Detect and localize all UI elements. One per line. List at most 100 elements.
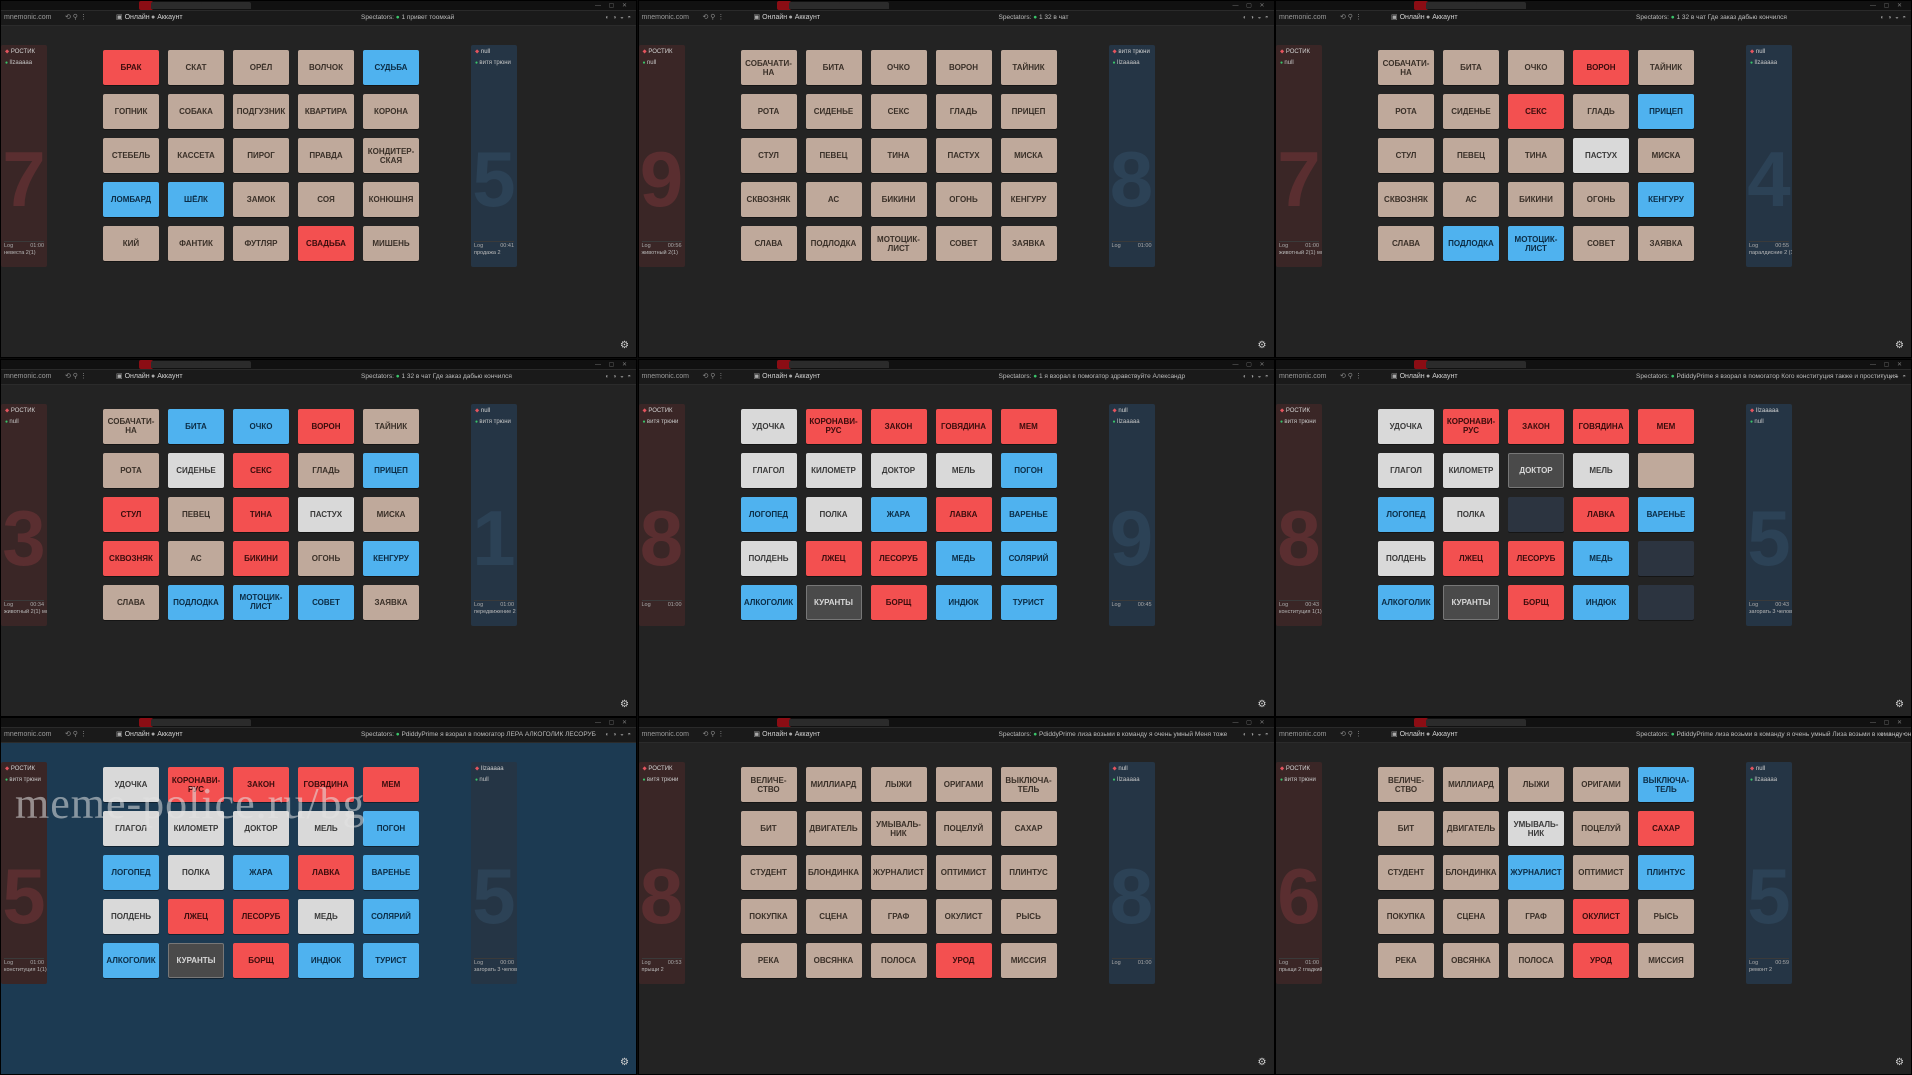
log-label[interactable]: Log (1749, 960, 1759, 966)
word-card[interactable]: СОЯ (298, 182, 354, 217)
word-card[interactable]: АЛКОГОЛИК (103, 943, 159, 978)
word-card[interactable]: ЗАЯВКА (1638, 226, 1694, 261)
word-card[interactable]: МИССИЯ (1000, 943, 1057, 978)
word-card[interactable]: МИСКА (1000, 138, 1057, 173)
word-card[interactable]: ТАЙНИК (1000, 50, 1057, 85)
browser-tab[interactable] (201, 360, 251, 368)
word-card[interactable]: КИЛОМЕТР (168, 811, 224, 846)
extension-icons[interactable]: ◐ ◑ ◒ ◓ (1880, 15, 1907, 21)
nav-tools-icon[interactable]: ⟲ ⚲ ⋮ (702, 14, 725, 21)
word-card[interactable]: СОВЕТ (1573, 226, 1629, 261)
word-card[interactable]: КЕНГУРУ (1000, 182, 1057, 217)
nav-tools-icon[interactable]: ⟲ ⚲ ⋮ (702, 731, 725, 738)
word-card[interactable]: ЖУРНАЛИСТ (870, 855, 927, 890)
team-member[interactable]: Ilzaaaaa (1113, 60, 1140, 66)
online-button[interactable]: Онлайн (754, 370, 787, 384)
word-card[interactable]: САХАР (1638, 811, 1694, 846)
word-card[interactable]: СТУЛ (1378, 138, 1434, 173)
team-member[interactable]: витя трюни (5, 777, 40, 783)
browser-tab[interactable] (838, 719, 889, 726)
word-card[interactable]: СОБАЧАТИ-НА (1378, 50, 1434, 85)
word-card[interactable]: БИТА (1443, 50, 1499, 85)
word-card[interactable]: ОГОНЬ (298, 540, 354, 576)
nav-tools-icon[interactable]: ⟲ ⚲ ⋮ (65, 731, 87, 738)
word-card[interactable]: ФАНТИК (168, 226, 224, 261)
word-card[interactable]: МИЛЛИАРД (1443, 767, 1499, 802)
word-card[interactable]: ОВСЯНКА (805, 943, 862, 978)
word-card[interactable]: ЖУРНАЛИСТ (1508, 855, 1564, 890)
word-card[interactable]: ПОДЛОДКА (805, 226, 862, 261)
team-member[interactable]: Ilzaaaaa (1750, 777, 1777, 783)
word-card[interactable]: ПОДЛОДКА (168, 584, 224, 620)
online-button[interactable]: Онлайн (754, 728, 787, 742)
word-card[interactable]: ОПТИМИСТ (1573, 855, 1629, 890)
word-card[interactable]: МИСКА (1638, 138, 1694, 173)
word-card[interactable]: МОТОЦИК-ЛИСТ (870, 226, 927, 261)
extension-icons[interactable]: ◐ ◑ ◒ ◓ (1243, 15, 1270, 21)
word-card[interactable]: РОТА (1378, 94, 1434, 129)
browser-tab[interactable] (201, 2, 251, 9)
nav-tools-icon[interactable]: ⟲ ⚲ ⋮ (702, 372, 725, 380)
log-label[interactable]: Log (4, 601, 14, 608)
word-card[interactable]: ГРАФ (870, 899, 927, 934)
nav-tools-icon[interactable]: ⟲ ⚲ ⋮ (65, 372, 87, 380)
word-card[interactable]: СОЛЯРИЙ (363, 899, 419, 934)
team-member[interactable]: null (475, 777, 488, 783)
word-card[interactable]: ЗАЯВКА (363, 584, 419, 620)
nav-tools-icon[interactable]: ⟲ ⚲ ⋮ (1340, 14, 1362, 21)
browser-tab-favicon[interactable] (139, 359, 153, 369)
word-card[interactable]: КУРАНТЫ (805, 584, 862, 620)
word-card[interactable]: ПОКУПКА (1378, 899, 1434, 934)
word-card[interactable]: МОТОЦИК-ЛИСТ (233, 584, 289, 620)
word-card[interactable]: ГЛАГОЛ (103, 811, 159, 846)
word-card[interactable]: ДОКТОР (1508, 452, 1564, 488)
word-card[interactable]: ЛЕСОРУБ (233, 899, 289, 934)
address-bar[interactable]: mnemonic.com (4, 14, 52, 21)
word-card[interactable]: ГЛАГОЛ (740, 452, 797, 488)
word-card[interactable]: ГРАФ (1508, 899, 1564, 934)
word-card[interactable]: ПЛИНТУС (1638, 855, 1694, 890)
extension-icons[interactable]: ◐ ◑ ◒ ◓ (1880, 373, 1907, 380)
extension-icons[interactable]: ◐ ◑ ◒ ◓ (605, 373, 632, 380)
word-card[interactable]: ТИНА (1508, 138, 1564, 173)
gear-icon[interactable]: ⚙ (620, 1057, 629, 1068)
word-card[interactable]: СТУДЕНТ (1378, 855, 1434, 890)
browser-tab[interactable] (1426, 719, 1481, 726)
word-card[interactable]: АС (168, 540, 224, 576)
word-card[interactable]: СЛАВА (740, 226, 797, 261)
word-card[interactable]: ОГОНЬ (1573, 182, 1629, 217)
log-label[interactable]: Log (474, 601, 484, 608)
word-card[interactable]: СУДЬБА (363, 50, 419, 85)
word-card[interactable] (1638, 452, 1694, 488)
word-card[interactable]: УДОЧКА (1378, 408, 1434, 444)
word-card[interactable]: ПРИЦЕП (1638, 94, 1694, 129)
word-card[interactable]: КАССЕТА (168, 138, 224, 173)
word-card[interactable]: САХАР (1000, 811, 1057, 846)
word-card[interactable]: ПОКУПКА (740, 899, 797, 934)
word-card[interactable]: СЕКС (870, 94, 927, 129)
window-controls[interactable]: — ▢ ✕ (1232, 3, 1268, 9)
word-card[interactable]: СЕКС (1508, 94, 1564, 129)
account-button[interactable]: Аккаунт (789, 11, 820, 25)
team-member[interactable]: витя трюни (643, 777, 678, 783)
team-member[interactable]: витя трюни (1280, 419, 1315, 425)
word-card[interactable]: ПОДГУЗНИК (233, 94, 289, 129)
extension-icons[interactable]: ◐ ◑ ◒ ◓ (605, 15, 632, 21)
word-card[interactable]: ЛАВКА (935, 496, 992, 532)
online-button[interactable]: Онлайн (1391, 11, 1425, 25)
account-button[interactable]: Аккаунт (789, 728, 820, 742)
word-card[interactable]: ПОЛКА (1443, 496, 1499, 532)
word-card[interactable]: ТИНА (233, 496, 289, 532)
word-card[interactable]: ВЫКЛЮЧА-ТЕЛЬ (1638, 767, 1694, 802)
word-card[interactable]: ПЛИНТУС (1000, 855, 1057, 890)
team-member[interactable]: null (1280, 60, 1293, 66)
team-member[interactable]: null (1750, 419, 1763, 425)
browser-tab[interactable] (788, 2, 844, 9)
word-card[interactable]: СОВЕТ (298, 584, 354, 620)
word-card[interactable]: ТИНА (870, 138, 927, 173)
word-card[interactable]: БРАК (103, 50, 159, 85)
browser-tab-favicon[interactable] (776, 1, 791, 10)
word-card[interactable]: ПОГОН (1000, 452, 1057, 488)
gear-icon[interactable]: ⚙ (620, 698, 629, 710)
word-card[interactable]: ОРИГАМИ (935, 767, 992, 802)
